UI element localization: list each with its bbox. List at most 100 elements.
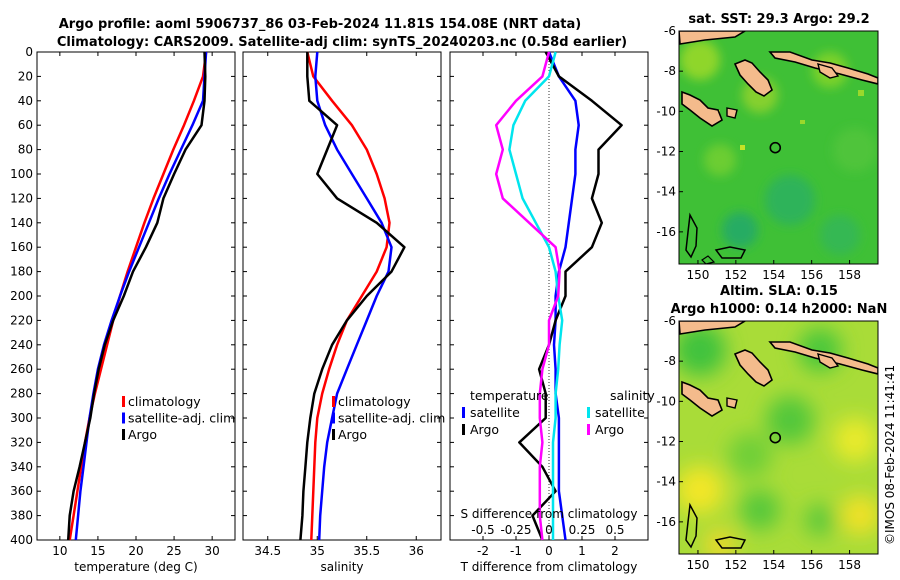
sst-map-frame (678, 30, 879, 265)
s-tick-label: 0 (545, 523, 553, 537)
legend-label: Argo (338, 427, 367, 442)
y-tick-label: 200 (10, 289, 33, 303)
sst-map-ticks: 150 152 154 156 158 -6 -8 -10 -12 -14 -16 (656, 24, 861, 282)
x-tick-label: 10 (52, 544, 67, 558)
s-tick-label: -0.5 (471, 523, 494, 537)
y-tick-label: 80 (18, 143, 33, 157)
legend-marker (332, 412, 335, 424)
x-tick-label: 34.5 (254, 544, 281, 558)
legend-label: climatology (338, 394, 411, 409)
sla-map-frame (678, 320, 879, 555)
x-tick-label: -2 (477, 544, 489, 558)
legend-marker (462, 424, 465, 435)
temperature-panel: 0 20 40 60 80 100 120 140 160 180 200 220 240 260 280 3… (10, 45, 236, 574)
legend-marker (122, 429, 125, 440)
x-tick-label: -1 (510, 544, 522, 558)
watermark: ©IMOS 08-Feb-2024 11:41:41 (883, 365, 897, 545)
title-line-2: Climatology: CARS2009. Satellite-adj cli… (57, 35, 627, 50)
map-y-tick-label: -16 (656, 225, 676, 239)
series-line-satellite-adj-clim (74, 51, 208, 541)
sla-map: Altim. SLA: 0.15 Argo h1000: 0.14 h2000:… (656, 284, 887, 572)
salinity-panel: 34.5 35 35.5 36 salinity climatology satellite… (242, 51, 445, 574)
y-tick-label: 320 (10, 435, 33, 449)
y-tick-label: 40 (18, 94, 33, 108)
y-tick-label: 300 (10, 411, 33, 425)
legend-label: Argo (595, 422, 624, 437)
map-x-tick-label: 152 (724, 558, 747, 572)
legend-label: satellite (595, 405, 645, 420)
sla-field (679, 324, 878, 554)
map-x-tick-label: 150 (686, 558, 709, 572)
s-tick-label: 0.5 (605, 523, 624, 537)
x-tick-label: 30 (205, 544, 220, 558)
y-tick-label: 240 (10, 338, 33, 352)
x-tick-label: 20 (128, 544, 143, 558)
x-axis-label: T difference from climatology (460, 560, 638, 574)
x-tick-label: 0 (545, 544, 553, 558)
sla-land (679, 321, 878, 549)
map-x-tick-label: 154 (762, 558, 785, 572)
y-tick-label: 380 (10, 509, 33, 523)
top-x-axis-label: S difference from climatology (461, 507, 638, 521)
y-tick-label: 160 (10, 240, 33, 254)
series-line-argo (66, 51, 207, 541)
map-y-tick-label: -8 (664, 64, 676, 78)
difference-panel: -2 -1 0 1 2 T difference from climatology temp… (449, 51, 655, 574)
legend-marker (587, 407, 590, 418)
y-tick-label: 260 (10, 362, 33, 376)
sst-field (680, 40, 877, 255)
plot-frame (242, 51, 442, 541)
series-line-climatology (306, 51, 391, 541)
map-x-tick-label: 156 (800, 558, 823, 572)
legend-title-temperature: temperature (470, 388, 549, 403)
sst-land (679, 31, 878, 264)
legend-marker (332, 429, 335, 440)
plot-frame (36, 51, 236, 541)
legend-label: satellite-adj. clim (338, 411, 445, 426)
map-y-tick-label: -10 (656, 394, 676, 408)
map-y-tick-label: -6 (664, 314, 676, 328)
legend-label: satellite-adj. clim (128, 411, 235, 426)
map-y-tick-label: -10 (656, 104, 676, 118)
y-tick-label: 120 (10, 191, 33, 205)
y-tick-label: 180 (10, 265, 33, 279)
map-x-tick-label: 152 (724, 268, 747, 282)
y-tick-label: 20 (18, 69, 33, 83)
y-tick-label: 280 (10, 387, 33, 401)
map-x-tick-label: 154 (762, 268, 785, 282)
series-line-satellite-adj-clim (314, 51, 393, 541)
title-line-1: Argo profile: aoml 5906737_86 03-Feb-202… (59, 17, 581, 32)
x-tick-label: 1 (578, 544, 586, 558)
s-tick-label: -0.25 (500, 523, 531, 537)
x-tick-label: 36 (409, 544, 424, 558)
legend-label: climatology (128, 394, 201, 409)
y-tick-label: 140 (10, 216, 33, 230)
legend-label: satellite (470, 405, 520, 420)
series-line-salinity-argo (494, 51, 561, 541)
legend-marker (587, 424, 590, 435)
y-tick-label: 60 (18, 118, 33, 132)
legend-marker (122, 412, 125, 424)
map-y-tick-label: -8 (664, 354, 676, 368)
legend-title-salinity: salinity (610, 388, 655, 403)
map-y-tick-label: -12 (656, 145, 676, 159)
x-tick-label: 2 (611, 544, 619, 558)
series-line-argo (299, 52, 406, 541)
map-x-tick-label: 158 (838, 558, 861, 572)
map-x-tick-label: 158 (838, 268, 861, 282)
sla-map-title-line-1: Altim. SLA: 0.15 (720, 284, 838, 299)
map-y-tick-label: -16 (656, 515, 676, 529)
legend-marker (462, 407, 465, 418)
legend-label: Argo (470, 422, 499, 437)
map-y-tick-label: -12 (656, 435, 676, 449)
sst-map-title: sat. SST: 29.3 Argo: 29.2 (688, 12, 869, 27)
legend-marker (332, 396, 335, 407)
x-axis-label: salinity (320, 560, 363, 574)
s-tick-label: 0.25 (569, 523, 596, 537)
y-tick-label: 360 (10, 484, 33, 498)
y-tick-label: 0 (25, 45, 33, 59)
sla-map-title-line-2: Argo h1000: 0.14 h2000: NaN (671, 302, 888, 317)
y-tick-label: 220 (10, 313, 33, 327)
sst-float-marker (769, 141, 782, 154)
